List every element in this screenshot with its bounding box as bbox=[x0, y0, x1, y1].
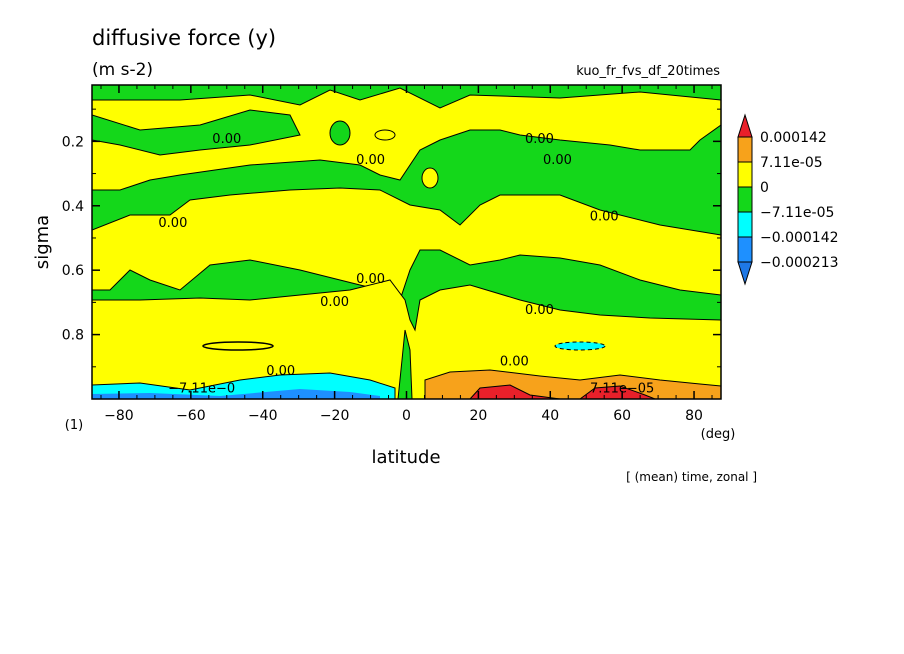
x-tick-label: 40 bbox=[541, 408, 559, 424]
legend-swatch bbox=[737, 236, 753, 263]
legend-swatch bbox=[737, 136, 753, 163]
legend: 0.000142 7.11e-05 0 −7.11e-05 −0.000142 −0.00… bbox=[737, 113, 839, 286]
x-tick-label: 0 bbox=[402, 408, 411, 424]
contour-field bbox=[92, 85, 721, 399]
contour-label: 0.00 bbox=[525, 132, 554, 147]
contour-label: 0.00 bbox=[320, 295, 349, 310]
legend-level-label: 7.11e-05 bbox=[760, 155, 823, 171]
y-axis-label: sigma bbox=[32, 215, 53, 269]
legend-swatch bbox=[737, 161, 753, 188]
band-yellow-middle bbox=[92, 187, 721, 301]
x-tick-label: −80 bbox=[104, 408, 134, 424]
legend-swatch bbox=[737, 186, 753, 213]
y-tick-label: 0.4 bbox=[62, 199, 84, 215]
x-axis-label: latitude bbox=[371, 447, 440, 468]
y-tick-label: 0.2 bbox=[62, 134, 84, 150]
contour-label: 0.00 bbox=[590, 209, 619, 224]
chart-title: diffusive force (y) bbox=[92, 26, 276, 50]
contour-label: 0.00 bbox=[158, 216, 187, 231]
contour-label: −7.11e−0 bbox=[168, 382, 235, 397]
x-tick-label: −20 bbox=[320, 408, 350, 424]
contour-small-loop bbox=[202, 341, 274, 351]
contour-small-loop bbox=[329, 120, 351, 146]
chart-units: (m s-2) bbox=[92, 60, 153, 80]
legend-level-label: −0.000213 bbox=[760, 255, 839, 271]
x-tick-label: 80 bbox=[685, 408, 703, 424]
contour-labels: 0.00 0.00 0.00 0.00 0.00 0.00 0.00 0.00 0.00 0.00… bbox=[158, 132, 654, 397]
band-green-spike bbox=[397, 329, 413, 399]
y-axis-unit: (1) bbox=[65, 418, 83, 433]
contour-label: 0.00 bbox=[543, 153, 572, 168]
contour-label: 0.00 bbox=[212, 132, 241, 147]
legend-swatch bbox=[737, 261, 753, 286]
x-tick-label: 60 bbox=[613, 408, 631, 424]
contour-label: 0.00 bbox=[266, 364, 295, 379]
x-tick-label: −60 bbox=[176, 408, 206, 424]
legend-level-label: 0.000142 bbox=[760, 130, 827, 146]
band-blue-south bbox=[92, 389, 380, 399]
x-axis: −80 −60 −40 −20 0 20 40 60 80 bbox=[100, 85, 713, 424]
y-axis: 0.2 0.4 0.6 0.8 bbox=[62, 108, 721, 368]
y-tick-label: 0.6 bbox=[62, 263, 84, 279]
legend-swatch bbox=[737, 211, 753, 238]
x-axis-unit: (deg) bbox=[701, 427, 736, 442]
contour-label: 0.00 bbox=[525, 303, 554, 318]
contour-small-loop bbox=[374, 129, 396, 141]
legend-level-label: 0 bbox=[760, 180, 769, 196]
band-green-upper-hole bbox=[92, 109, 301, 156]
legend-level-label: −0.000142 bbox=[760, 230, 839, 246]
contour-label: 7.11e−05 bbox=[590, 382, 654, 397]
run-name: kuo_fr_fvs_df_20times bbox=[576, 64, 720, 79]
y-tick-label: 0.8 bbox=[62, 328, 84, 344]
contour-label: 0.00 bbox=[356, 153, 385, 168]
x-tick-label: −40 bbox=[248, 408, 278, 424]
contour-label: 0.00 bbox=[356, 272, 385, 287]
legend-level-label: −7.11e-05 bbox=[760, 205, 834, 221]
x-tick-label: 20 bbox=[469, 408, 487, 424]
contour-small-loop bbox=[421, 167, 439, 189]
contour-label: 0.00 bbox=[500, 354, 529, 369]
legend-swatch bbox=[737, 113, 753, 138]
averaging-note: [ (mean) time, zonal ] bbox=[626, 470, 757, 484]
band-red-north bbox=[469, 384, 656, 399]
contour-small-loop bbox=[554, 341, 606, 351]
